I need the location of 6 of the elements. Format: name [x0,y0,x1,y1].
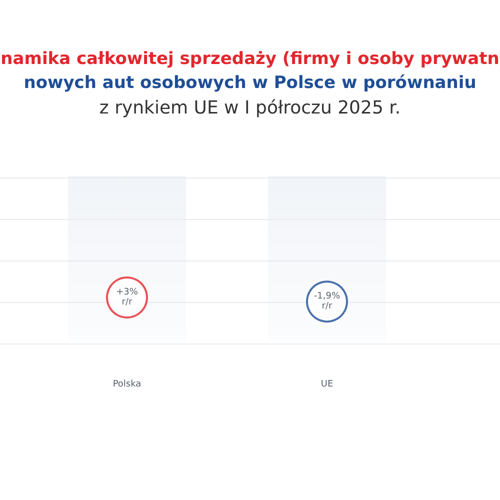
category-label: Polska [112,380,142,390]
text: z rynkiem UE w I półroczu 2025 r. [99,98,401,118]
data-label: +3% r/r [116,288,138,308]
data-label: -1,9% r/r [314,292,340,312]
text: namika całkowitej sprzedaży (firmy i osoby prywatn nowych aut osobowych w Polsce w porównaniu [0,49,500,93]
category-label: UE [320,380,334,390]
